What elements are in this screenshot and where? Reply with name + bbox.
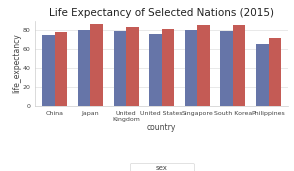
Bar [162,29,174,106]
Bar [268,38,281,106]
Bar [55,32,67,106]
Bar [185,30,197,106]
Bar [220,31,233,106]
Bar [78,30,91,106]
Bar [256,44,268,106]
Bar [233,25,245,106]
Bar [91,24,103,106]
Bar [126,27,138,106]
Bar [149,34,162,106]
Y-axis label: life_expectancy: life_expectancy [12,33,21,93]
Title: Life Expectancy of Selected Nations (2015): Life Expectancy of Selected Nations (201… [49,8,274,18]
Bar [197,25,210,106]
Bar [113,31,126,106]
Legend: Male, Female: Male, Female [130,162,194,171]
X-axis label: country: country [147,123,176,132]
Bar [42,35,55,106]
